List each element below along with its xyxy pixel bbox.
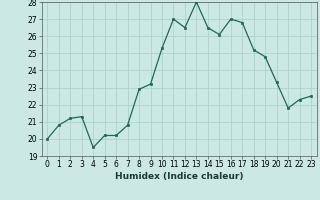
X-axis label: Humidex (Indice chaleur): Humidex (Indice chaleur) — [115, 172, 244, 181]
